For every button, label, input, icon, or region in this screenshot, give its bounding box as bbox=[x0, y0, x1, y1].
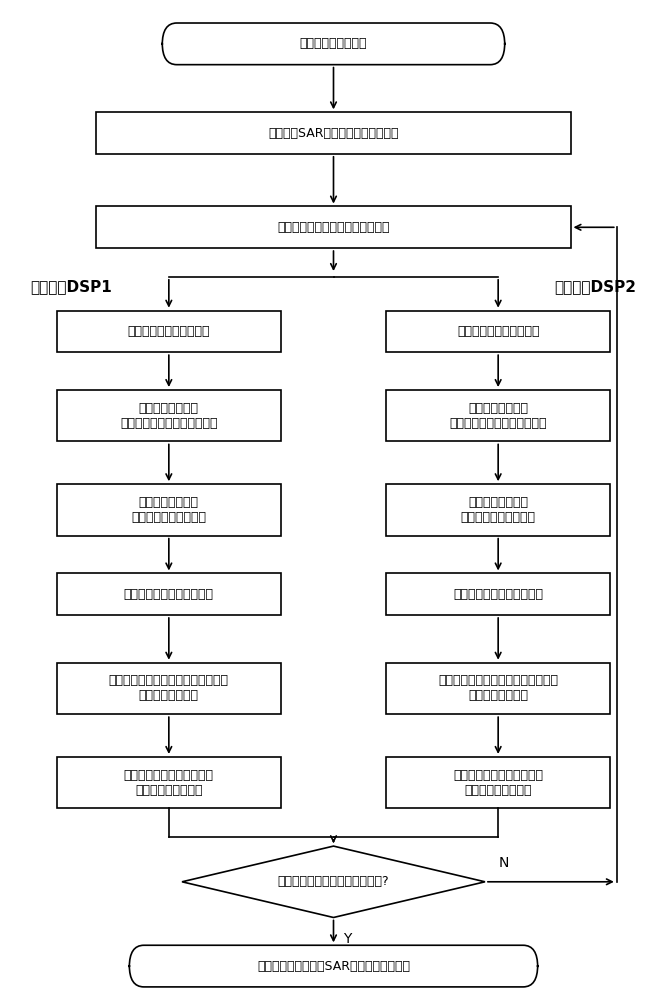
Bar bbox=[386, 311, 610, 352]
Bar bbox=[57, 390, 281, 441]
Bar bbox=[57, 573, 281, 615]
Text: N: N bbox=[498, 856, 508, 870]
FancyBboxPatch shape bbox=[162, 23, 505, 65]
Text: 拼接得到原始大规模SAR图像的降斑结果图: 拼接得到原始大规模SAR图像的降斑结果图 bbox=[257, 960, 410, 973]
Text: 主处理器DSP1: 主处理器DSP1 bbox=[31, 279, 112, 294]
Bar bbox=[386, 573, 610, 615]
Text: 对所有的中心图像块估计结果进行聚
合，得到聚合结果: 对所有的中心图像块估计结果进行聚 合，得到聚合结果 bbox=[438, 674, 558, 702]
Text: 浮点类型转换及边缘扩展: 浮点类型转换及边缘扩展 bbox=[127, 325, 210, 338]
Text: 确定邻域图像块，
计算其期望滤波器权值: 确定邻域图像块， 计算其期望滤波器权值 bbox=[131, 496, 206, 524]
Text: 所有子图像降斑结果传回上位机?: 所有子图像降斑结果传回上位机? bbox=[277, 875, 390, 888]
Bar bbox=[57, 311, 281, 352]
Bar bbox=[57, 663, 281, 714]
Text: 将大规模SAR图像切割成多个子图像: 将大规模SAR图像切割成多个子图像 bbox=[268, 127, 399, 140]
Bar bbox=[386, 390, 610, 441]
Text: 确定邻域图像块，
计算其期望滤波器权值: 确定邻域图像块， 计算其期望滤波器权值 bbox=[461, 496, 536, 524]
Text: Y: Y bbox=[344, 932, 352, 946]
Polygon shape bbox=[182, 846, 485, 917]
FancyBboxPatch shape bbox=[129, 945, 538, 987]
Bar bbox=[96, 206, 571, 248]
Bar bbox=[57, 757, 281, 808]
Bar bbox=[96, 112, 571, 154]
Text: 从处理器DSP2: 从处理器DSP2 bbox=[554, 279, 636, 294]
Bar bbox=[386, 757, 610, 808]
Text: 初始化主、从处理器: 初始化主、从处理器 bbox=[299, 37, 368, 50]
Text: 浮点类型转换及边缘扩展: 浮点类型转换及边缘扩展 bbox=[457, 325, 540, 338]
Text: 边缘裁剪及整型类型转换，
得到子图像降斑结果: 边缘裁剪及整型类型转换， 得到子图像降斑结果 bbox=[453, 769, 543, 797]
Text: 确定中心图像块，
计算其均值和期望滤波器权值: 确定中心图像块， 计算其均值和期望滤波器权值 bbox=[450, 402, 547, 430]
Text: 确定中心图像块，
计算其均值和期望滤波器权值: 确定中心图像块， 计算其均值和期望滤波器权值 bbox=[120, 402, 217, 430]
Text: 对所有的中心图像块估计结果进行聚
合，得到聚合结果: 对所有的中心图像块估计结果进行聚 合，得到聚合结果 bbox=[109, 674, 229, 702]
Bar bbox=[57, 484, 281, 536]
Text: 接收主、从处理器待处理的子图像: 接收主、从处理器待处理的子图像 bbox=[277, 221, 390, 234]
Text: 计算中心图像块的估计结果: 计算中心图像块的估计结果 bbox=[124, 588, 214, 601]
Text: 边缘裁剪及整型类型转换，
得到子图像降斑结果: 边缘裁剪及整型类型转换， 得到子图像降斑结果 bbox=[124, 769, 214, 797]
Bar bbox=[386, 484, 610, 536]
Text: 计算中心图像块的估计结果: 计算中心图像块的估计结果 bbox=[453, 588, 543, 601]
Bar bbox=[386, 663, 610, 714]
